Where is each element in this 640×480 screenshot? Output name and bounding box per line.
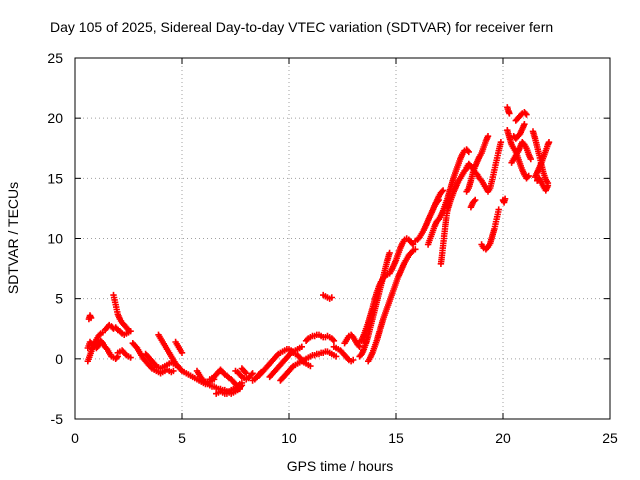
series-pass-t — [277, 348, 340, 384]
data-point — [438, 188, 446, 195]
data-point — [525, 172, 532, 180]
data-point — [238, 382, 246, 389]
series-pass-am — [510, 121, 528, 142]
series-pass-f — [114, 347, 134, 361]
data-point — [522, 110, 529, 117]
data-point — [249, 370, 256, 377]
data-point — [298, 343, 305, 350]
series-pass-al — [504, 104, 513, 117]
data-point — [465, 148, 472, 156]
data-point — [243, 370, 250, 377]
data-point — [127, 354, 134, 361]
x-tick-label: 10 — [281, 430, 297, 446]
data-point — [248, 371, 255, 378]
data-point — [237, 383, 244, 390]
series-pass-i — [155, 331, 196, 381]
data-point — [484, 133, 492, 140]
series-pass-ae — [431, 196, 442, 210]
data-point — [412, 246, 419, 253]
data-point — [362, 338, 370, 346]
data-point — [495, 206, 502, 213]
series-pass-c — [84, 329, 106, 365]
plot-frame — [74, 57, 611, 420]
data-point — [544, 182, 552, 189]
series-pass-d — [101, 321, 132, 338]
data-point — [439, 187, 447, 194]
data-point — [524, 173, 531, 181]
y-tick-label: 0 — [55, 351, 63, 367]
series-pass-ah — [463, 133, 492, 195]
x-tick-label: 20 — [495, 430, 511, 446]
data-point — [87, 314, 95, 322]
data-point — [497, 139, 505, 146]
x-tick-label: 0 — [71, 430, 79, 446]
series-pass-m — [206, 366, 243, 393]
data-point — [545, 139, 553, 146]
series-pass-aj — [478, 206, 502, 253]
data-point — [506, 110, 513, 117]
data-point — [409, 241, 417, 248]
data-point — [501, 195, 509, 202]
data-point — [464, 147, 471, 154]
y-tick-label: 10 — [47, 231, 63, 247]
series-pass-af — [437, 165, 470, 267]
chart-title: Day 105 of 2025, Sidereal Day-to-day VTE… — [50, 19, 553, 35]
axis-tick-labels: 0 5 10 15 20 25 -5 0 5 10 15 20 25 — [47, 50, 618, 446]
x-axis-label: GPS time / hours — [287, 458, 394, 474]
data-point — [241, 368, 249, 376]
y-axis-label: SDTVAR / TECUs — [5, 182, 21, 294]
data-point — [435, 196, 442, 204]
y-tick-label: 5 — [55, 291, 63, 307]
series-pass-u — [302, 331, 338, 344]
x-tick-label: 5 — [178, 430, 186, 446]
x-tick-label: 15 — [388, 430, 404, 446]
data-point — [332, 353, 340, 360]
data-point — [527, 155, 534, 163]
series-pass-g — [129, 340, 177, 377]
series-pass-e — [110, 291, 134, 335]
series-pass-n — [213, 382, 246, 397]
y-tick-label: 25 — [47, 50, 63, 66]
y-tick-label: 15 — [47, 170, 63, 186]
series-pass-v — [320, 291, 335, 302]
series-pass-z — [358, 235, 417, 343]
data-point — [434, 198, 441, 205]
data-point — [330, 337, 338, 344]
data-point — [386, 249, 393, 257]
series-pass-b — [85, 312, 95, 323]
series-pass-ao — [508, 139, 534, 166]
y-tick-label: 20 — [47, 110, 63, 126]
series-pass-s — [266, 343, 305, 381]
series-pass-h — [142, 350, 181, 372]
data-point — [328, 294, 335, 301]
series-pass-ab — [354, 337, 370, 347]
series-pass-ai — [467, 196, 479, 211]
data-point — [523, 111, 530, 118]
series-pass-w — [330, 343, 357, 365]
data-point — [470, 198, 478, 205]
data-point — [127, 328, 134, 335]
series-pass-an — [512, 109, 530, 124]
series-pass-o — [232, 367, 256, 383]
series-pass-p — [238, 365, 250, 377]
data-point — [307, 362, 314, 370]
series-pass-aa — [365, 246, 419, 365]
data-point — [329, 336, 337, 343]
x-tick-label: 25 — [602, 430, 618, 446]
data-point — [237, 372, 244, 379]
data-point — [170, 367, 177, 375]
data-point — [521, 121, 528, 128]
data-point — [350, 356, 357, 364]
series-pass-ar — [534, 175, 552, 194]
series-pass-as — [499, 195, 509, 206]
series-pass-j — [172, 338, 186, 356]
data-point — [178, 349, 186, 356]
y-tick-label: -5 — [51, 411, 64, 427]
data-points — [84, 104, 553, 397]
data-point — [113, 354, 120, 361]
data-point — [472, 196, 479, 204]
